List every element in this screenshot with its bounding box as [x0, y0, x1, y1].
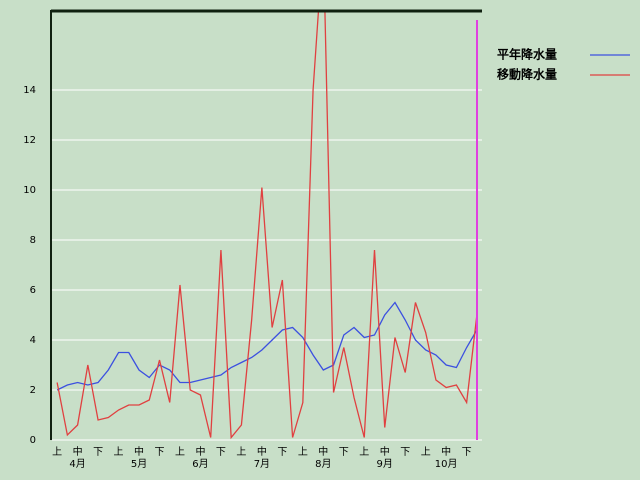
x-tick-label: 上 [175, 446, 185, 458]
month-label: 8月 [315, 458, 331, 470]
legend-label: 平年降水量 [497, 47, 557, 62]
x-tick-label: 下 [277, 447, 287, 458]
x-tick-label: 上 [298, 446, 308, 458]
y-tick-label: 0 [30, 435, 36, 446]
x-tick-label: 下 [155, 447, 165, 458]
series-line [56, 10, 478, 440]
x-tick-label: 中 [195, 445, 205, 458]
x-tick-label: 下 [216, 447, 226, 458]
x-tick-label: 中 [257, 445, 267, 458]
x-tick-label: 上 [52, 446, 62, 458]
plot-lines [56, 10, 478, 440]
x-tick-label: 中 [380, 445, 390, 458]
series-line [56, 301, 478, 391]
y-tick-label: 8 [30, 235, 36, 246]
month-label: 10月 [435, 458, 458, 470]
legend-label: 移動降水量 [497, 67, 557, 82]
x-tick-label: 中 [73, 445, 83, 458]
y-tick-label: 12 [23, 135, 36, 146]
x-tick-label: 中 [441, 445, 451, 458]
x-tick-label: 下 [462, 447, 472, 458]
y-tick-label: 2 [30, 385, 36, 396]
x-tick-label: 下 [339, 447, 349, 458]
x-tick-label: 下 [93, 447, 103, 458]
y-tick-label: 6 [30, 285, 36, 296]
month-label: 4月 [69, 458, 85, 470]
grid [52, 89, 482, 441]
x-tick-label: 上 [236, 446, 246, 458]
y-tick-label: 14 [23, 85, 36, 96]
x-tick-label: 上 [421, 446, 431, 458]
x-tick-label: 上 [359, 446, 369, 458]
month-label: 6月 [192, 458, 208, 470]
y-tick-label: 10 [23, 185, 36, 196]
x-tick-label: 中 [318, 445, 328, 458]
x-tick-label: 上 [114, 446, 124, 458]
month-label: 7月 [254, 458, 270, 470]
x-tick-label: 中 [134, 445, 144, 458]
y-tick-label: 4 [30, 335, 36, 346]
labels: 02468101214上中下上中下上中下上中下上中下上中下上中下4月 5月 6月 7月… [23, 85, 471, 470]
month-label: 9月 [377, 458, 393, 470]
x-tick-label: 下 [400, 447, 410, 458]
month-label: 5月 [131, 458, 147, 470]
